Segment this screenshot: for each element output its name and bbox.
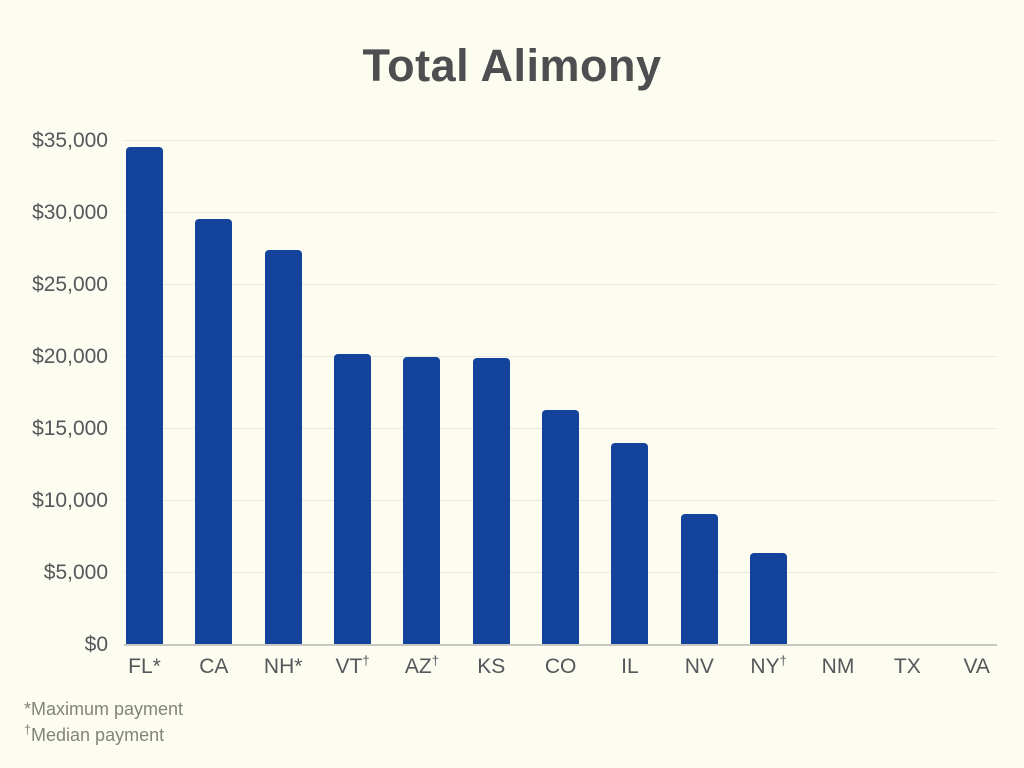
y-tick-label: $20,000 bbox=[32, 345, 108, 368]
gridline bbox=[124, 356, 997, 357]
x-tick-label: CA bbox=[199, 655, 229, 678]
footnotes: *Maximum payment †Median payment bbox=[24, 696, 183, 748]
x-tick-label: VA bbox=[963, 655, 990, 678]
x-tick-label: IL bbox=[621, 655, 639, 678]
bars bbox=[124, 141, 997, 646]
x-tick-label: FL* bbox=[128, 655, 161, 678]
bar-ca bbox=[195, 218, 233, 645]
bar-nh bbox=[264, 250, 302, 645]
y-axis-labels: $0 $5,000 $10,000 $15,000 $20,000 $25,000 $30,… bbox=[0, 130, 108, 656]
y-tick-label: $5,000 bbox=[43, 561, 108, 584]
x-tick-label: NY† bbox=[750, 653, 787, 678]
bar-az bbox=[403, 357, 441, 645]
chart-title: Total Alimony bbox=[362, 40, 662, 91]
y-tick-label: $15,000 bbox=[32, 417, 108, 440]
x-tick-label: TX bbox=[893, 655, 921, 678]
gridline bbox=[124, 212, 997, 213]
bar-nv bbox=[680, 513, 718, 645]
x-axis-line bbox=[124, 644, 997, 646]
bar-fl bbox=[126, 146, 163, 645]
gridline bbox=[124, 284, 997, 285]
x-tick-label: KS bbox=[477, 655, 506, 678]
footnote-maximum: *Maximum payment bbox=[24, 699, 184, 719]
y-tick-label: $30,000 bbox=[32, 201, 108, 224]
bar-ks bbox=[472, 358, 510, 645]
y-tick-label: $0 bbox=[84, 633, 108, 656]
x-tick-label: VT† bbox=[335, 653, 370, 678]
x-tick-label: NM bbox=[821, 655, 855, 678]
plot-area bbox=[124, 140, 997, 646]
bar-co bbox=[542, 410, 580, 645]
bar-ny bbox=[750, 552, 788, 645]
x-tick-label: NV bbox=[684, 655, 714, 678]
x-tick-label: CO bbox=[544, 655, 577, 678]
footnote-median: †Median payment bbox=[24, 723, 165, 745]
bar-vt bbox=[334, 354, 372, 645]
gridline bbox=[124, 140, 997, 141]
y-tick-label: $10,000 bbox=[32, 489, 108, 512]
y-tick-label: $25,000 bbox=[32, 273, 108, 296]
bar-il bbox=[611, 443, 649, 645]
y-tick-label: $35,000 bbox=[32, 129, 108, 152]
x-axis-labels: FL* CA NH* VT† AZ† KS CO IL NV NY† NM TX VA bbox=[124, 653, 997, 685]
x-tick-label: AZ† bbox=[404, 653, 439, 678]
x-tick-label: NH* bbox=[263, 655, 303, 678]
